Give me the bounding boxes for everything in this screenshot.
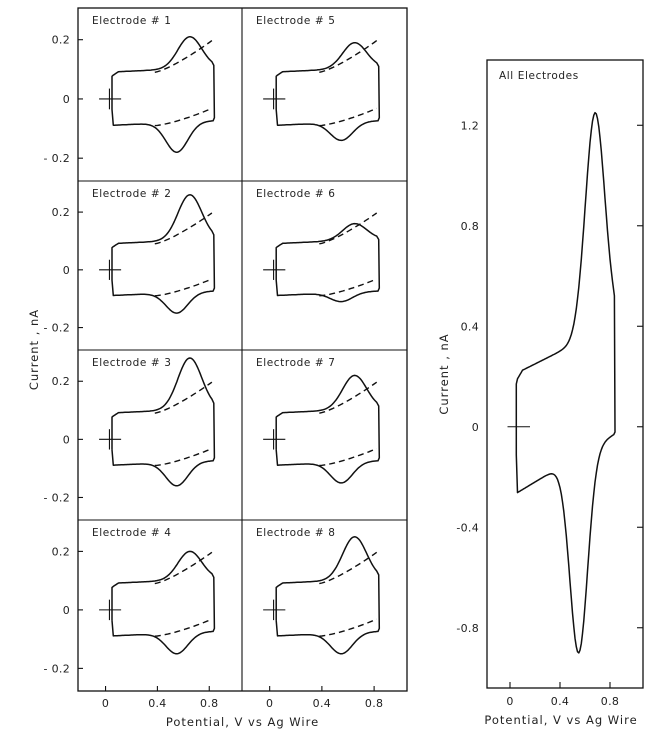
background-curve-lower <box>319 278 377 297</box>
y-tick-label: 0 <box>63 433 70 446</box>
y-tick-label: 0.8 <box>461 220 479 233</box>
y-tick-label: 0 <box>63 264 70 277</box>
y-tick-label: - 0.2 <box>44 662 70 675</box>
left-y-axis-label: Current , nA <box>27 309 41 390</box>
electrode-panel: Electrode # 2 0.2 0 - 0.2 <box>44 188 216 335</box>
background-curve-upper <box>319 551 378 585</box>
right-y-axis-label: Current , nA <box>437 333 451 414</box>
background-curve-upper <box>154 40 213 73</box>
x-tick-label: 0.4 <box>148 697 166 710</box>
voltammogram-curve <box>111 550 216 655</box>
background-curve-upper <box>319 40 378 73</box>
background-curve-lower <box>319 107 377 127</box>
y-tick-label: 0.2 <box>52 34 70 47</box>
y-tick-label: 0.2 <box>52 206 70 219</box>
all-electrodes-curve <box>515 111 616 654</box>
y-tick-label: 0 <box>472 421 479 434</box>
y-tick-label: -0.4 <box>456 521 479 534</box>
voltammogram-curve <box>111 357 216 487</box>
x-tick-label: 0.8 <box>200 697 218 710</box>
y-tick-label: - 0.2 <box>44 322 70 335</box>
x-tick-label: 0.8 <box>365 697 383 710</box>
all-electrodes-panel: All Electrodes 1.2 0.8 0.4 0 -0.4 -0.8 0 0.4 0.8 <box>456 59 644 708</box>
electrode-panel: Electrode # 3 0.2 0 - 0.2 <box>44 357 216 504</box>
electrode-panel: Electrode # 8 0 0.4 0.8 <box>256 527 383 710</box>
electrode-panel: Electrode # 4 0.2 0 - 0.2 0 0.4 0.8 <box>44 527 219 710</box>
background-curve-upper <box>319 212 378 245</box>
panel-title: Electrode # 8 <box>256 527 336 539</box>
voltammogram-curve <box>275 536 381 655</box>
right-x-axis-label: Potential, V vs Ag Wire <box>484 713 637 727</box>
y-tick-label: 0.2 <box>52 545 70 558</box>
y-tick-label: 0 <box>63 93 70 106</box>
x-tick-label: 0.4 <box>551 695 569 708</box>
panel-title: Electrode # 3 <box>92 357 172 369</box>
panel-title: Electrode # 5 <box>256 15 336 27</box>
background-curve-upper <box>154 381 213 414</box>
voltammogram-curve <box>111 194 216 314</box>
y-tick-label: 0.2 <box>52 375 70 388</box>
panel-title: Electrode # 4 <box>92 527 172 539</box>
voltammogram-curve <box>275 222 381 303</box>
y-tick-label: 1.2 <box>461 119 479 132</box>
panel-title: Electrode # 7 <box>256 357 336 369</box>
panel-title: Electrode # 6 <box>256 188 336 200</box>
electrode-panels-grid: Electrode # 1 0.2 0 - 0.2 Electrode # 5 Elect… <box>44 7 408 710</box>
voltammogram-curve <box>275 41 381 142</box>
y-tick-label: - 0.2 <box>44 152 70 165</box>
x-tick-label: 0 <box>506 695 513 708</box>
background-curve-upper <box>319 381 378 414</box>
all-electrodes-title: All Electrodes <box>499 70 579 82</box>
all-electrodes-frame <box>486 59 644 689</box>
x-tick-label: 0.8 <box>601 695 619 708</box>
electrode-panel: Electrode # 6 <box>256 188 381 303</box>
y-tick-label: 0 <box>63 604 70 617</box>
left-x-axis-label: Potential, V vs Ag Wire <box>166 715 319 729</box>
panel-title: Electrode # 1 <box>92 15 172 27</box>
y-tick-label: -0.8 <box>456 622 479 635</box>
electrode-panel: Electrode # 7 <box>256 357 381 484</box>
voltammogram-curve <box>275 374 381 484</box>
electrode-panel: Electrode # 1 0.2 0 - 0.2 <box>44 15 216 165</box>
background-curve-upper <box>154 212 213 245</box>
x-tick-label: 0 <box>266 697 273 710</box>
x-tick-label: 0 <box>102 697 109 710</box>
background-curve-upper <box>154 551 213 585</box>
y-tick-label: - 0.2 <box>44 491 70 504</box>
x-tick-label: 0.4 <box>313 697 331 710</box>
panel-title: Electrode # 2 <box>92 188 172 200</box>
voltammogram-curve <box>111 35 216 154</box>
electrode-panel: Electrode # 5 <box>256 15 381 142</box>
y-tick-label: 0.4 <box>461 320 479 333</box>
